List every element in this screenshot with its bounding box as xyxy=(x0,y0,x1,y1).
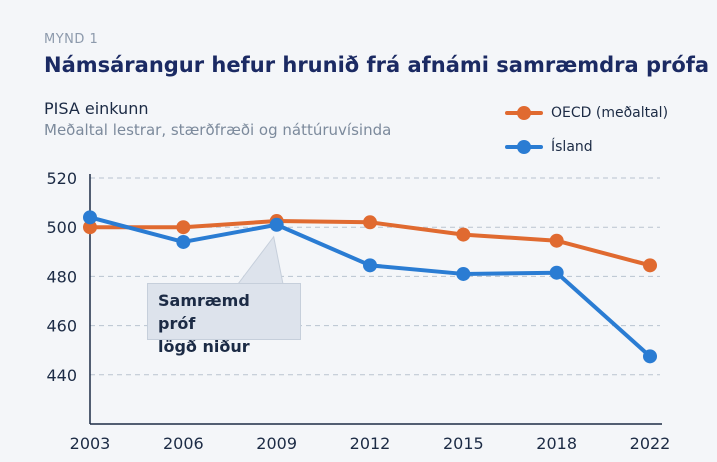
data-point-iceland xyxy=(176,234,191,249)
legend: OECD (meðaltal) Ísland xyxy=(505,102,668,170)
legend-label-oecd: OECD (meðaltal) xyxy=(551,105,669,121)
data-point-oecd xyxy=(176,220,191,235)
x-tick-label: 2009 xyxy=(256,434,297,453)
x-tick-label: 2006 xyxy=(163,434,204,453)
x-tick-label: 2018 xyxy=(536,434,577,453)
y-tick-label: 460 xyxy=(46,317,77,336)
legend-swatch-iceland xyxy=(505,136,543,158)
x-tick-label: 2015 xyxy=(443,434,484,453)
legend-swatch-oecd xyxy=(505,102,543,124)
x-tick-label: 2012 xyxy=(350,434,391,453)
chart-title: Námsárangur hefur hrunið frá afnámi samr… xyxy=(44,53,710,77)
data-point-oecd xyxy=(363,215,377,230)
y-tick-label: 520 xyxy=(46,169,77,188)
data-point-oecd xyxy=(456,227,471,242)
data-point-oecd xyxy=(549,233,564,248)
data-point-iceland xyxy=(456,266,471,281)
annotation-line-2: lögð niður xyxy=(158,337,250,356)
y-measure-subtitle: Meðaltal lestrar, stærðfræði og náttúruv… xyxy=(44,121,392,139)
data-point-iceland xyxy=(549,265,564,280)
legend-dot-iceland xyxy=(517,140,531,154)
data-point-iceland xyxy=(363,258,377,273)
legend-item-iceland: Ísland xyxy=(505,136,668,158)
legend-label-iceland: Ísland xyxy=(551,139,593,155)
x-tick-label: 2022 xyxy=(630,434,671,453)
callout-pointer xyxy=(236,235,284,285)
figure-label: MYND 1 xyxy=(44,32,99,47)
y-measure-label: PISA einkunn xyxy=(44,99,149,118)
data-point-iceland xyxy=(643,349,657,364)
data-point-oecd xyxy=(83,220,97,235)
data-point-iceland xyxy=(269,217,284,232)
legend-dot-oecd xyxy=(517,106,531,120)
annotation-line-1: Samræmd próf xyxy=(158,291,250,333)
legend-item-oecd: OECD (meðaltal) xyxy=(505,102,668,124)
data-point-oecd xyxy=(643,258,657,273)
y-tick-label: 440 xyxy=(46,366,77,385)
annotation-callout: Samræmd próf lögð niður xyxy=(147,283,301,356)
data-point-iceland xyxy=(83,210,97,225)
y-tick-label: 480 xyxy=(46,267,77,286)
x-tick-label: 2003 xyxy=(70,434,111,453)
y-tick-label: 500 xyxy=(46,218,77,237)
